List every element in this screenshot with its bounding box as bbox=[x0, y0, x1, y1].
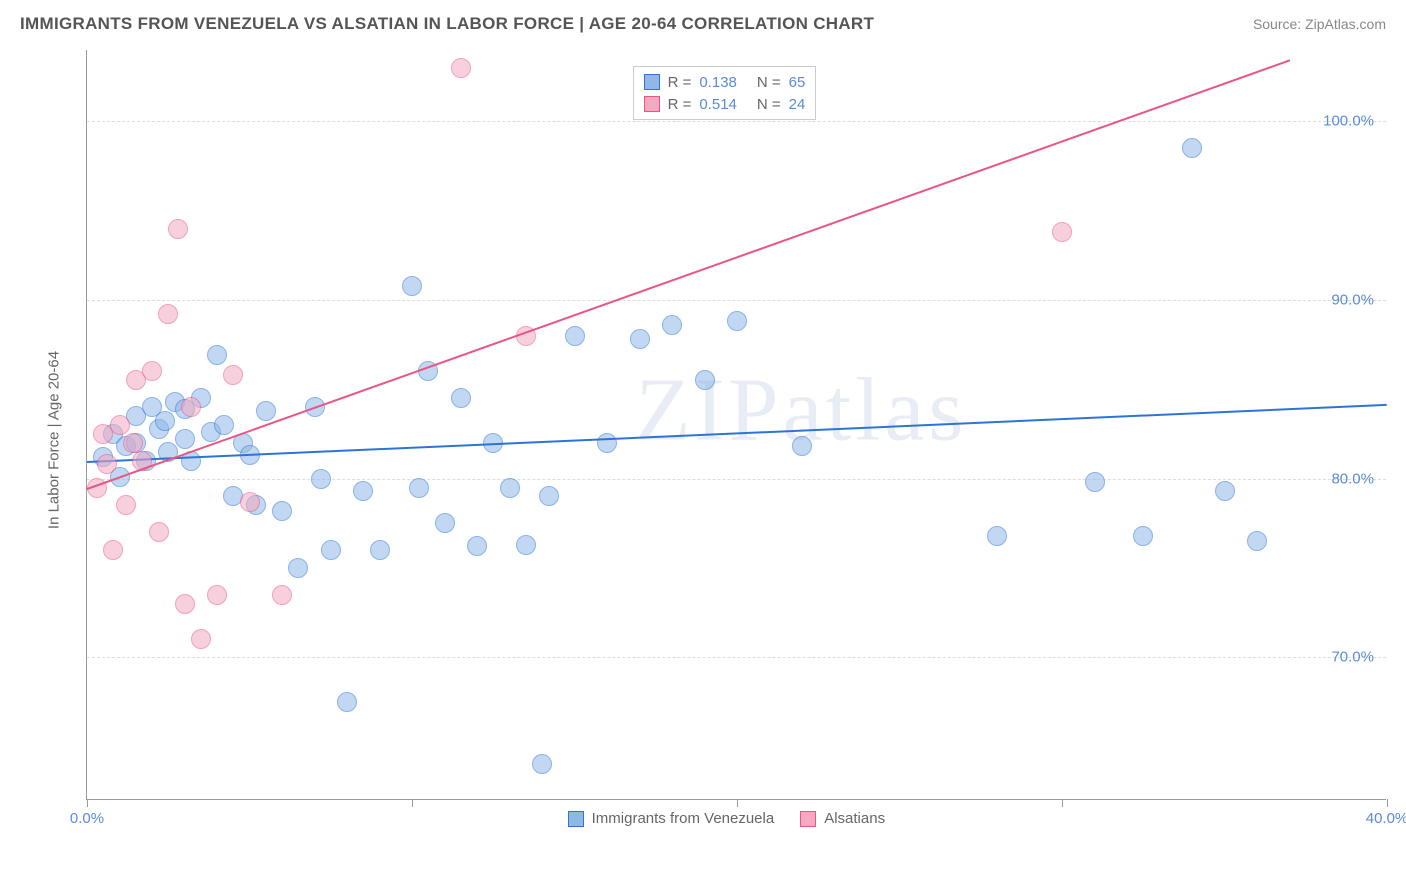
scatter-point bbox=[207, 345, 227, 365]
scatter-point bbox=[1247, 531, 1267, 551]
x-tick bbox=[737, 799, 738, 807]
legend-swatch bbox=[568, 811, 584, 827]
source-attribution: Source: ZipAtlas.com bbox=[1253, 16, 1386, 32]
legend-label: Immigrants from Venezuela bbox=[592, 810, 775, 827]
regression-line bbox=[87, 59, 1290, 489]
scatter-point bbox=[321, 540, 341, 560]
scatter-point bbox=[565, 326, 585, 346]
stat-n-value: 24 bbox=[789, 96, 806, 113]
scatter-point bbox=[155, 411, 175, 431]
chart-container: In Labor Force | Age 20-64 70.0% 80.0% 90.… bbox=[46, 50, 1386, 830]
x-tick bbox=[1387, 799, 1388, 807]
y-tick-label: 80.0% bbox=[1331, 470, 1374, 487]
regression-line bbox=[87, 404, 1387, 463]
scatter-point bbox=[337, 692, 357, 712]
scatter-point bbox=[516, 535, 536, 555]
stat-n-value: 65 bbox=[789, 74, 806, 91]
y-axis-label: In Labor Force | Age 20-64 bbox=[46, 351, 63, 529]
chart-title: IMMIGRANTS FROM VENEZUELA VS ALSATIAN IN… bbox=[20, 14, 874, 34]
scatter-point bbox=[353, 481, 373, 501]
stat-r-value: 0.514 bbox=[699, 96, 737, 113]
scatter-point bbox=[409, 478, 429, 498]
scatter-point bbox=[110, 415, 130, 435]
scatter-point bbox=[214, 415, 234, 435]
x-tick-label: 0.0% bbox=[70, 810, 104, 827]
scatter-point bbox=[223, 365, 243, 385]
scatter-point bbox=[727, 311, 747, 331]
scatter-point bbox=[792, 436, 812, 456]
scatter-point bbox=[97, 454, 117, 474]
scatter-point bbox=[370, 540, 390, 560]
stat-n-label: N = bbox=[757, 74, 781, 91]
scatter-point bbox=[256, 401, 276, 421]
stats-row: R = 0.514 N = 24 bbox=[644, 93, 806, 115]
x-tick bbox=[87, 799, 88, 807]
scatter-point bbox=[467, 536, 487, 556]
scatter-point bbox=[451, 388, 471, 408]
scatter-point bbox=[451, 58, 471, 78]
scatter-point bbox=[630, 329, 650, 349]
scatter-point bbox=[987, 526, 1007, 546]
scatter-point bbox=[402, 276, 422, 296]
legend-item: Alsatians bbox=[800, 810, 885, 827]
scatter-point bbox=[240, 492, 260, 512]
scatter-point bbox=[181, 397, 201, 417]
scatter-point bbox=[272, 501, 292, 521]
gridline bbox=[87, 300, 1386, 301]
scatter-point bbox=[311, 469, 331, 489]
stats-row: R = 0.138 N = 65 bbox=[644, 71, 806, 93]
scatter-point bbox=[288, 558, 308, 578]
x-tick bbox=[1062, 799, 1063, 807]
scatter-point bbox=[435, 513, 455, 533]
scatter-point bbox=[1182, 138, 1202, 158]
plot-area: 70.0%80.0%90.0%100.0%0.0%40.0%ZIPatlasR … bbox=[86, 50, 1386, 800]
scatter-point bbox=[158, 304, 178, 324]
scatter-point bbox=[662, 315, 682, 335]
scatter-point bbox=[207, 585, 227, 605]
stat-r-label: R = bbox=[668, 74, 692, 91]
stats-legend: R = 0.138 N = 65 R = 0.514 N = 24 bbox=[633, 66, 817, 120]
scatter-point bbox=[142, 361, 162, 381]
scatter-point bbox=[272, 585, 292, 605]
legend-swatch bbox=[800, 811, 816, 827]
gridline bbox=[87, 479, 1386, 480]
legend-swatch bbox=[644, 96, 660, 112]
scatter-point bbox=[149, 522, 169, 542]
scatter-point bbox=[123, 433, 143, 453]
gridline bbox=[87, 121, 1386, 122]
scatter-point bbox=[695, 370, 715, 390]
stat-r-label: R = bbox=[668, 96, 692, 113]
scatter-point bbox=[597, 433, 617, 453]
legend-item: Immigrants from Venezuela bbox=[568, 810, 775, 827]
scatter-point bbox=[539, 486, 559, 506]
stat-n-label: N = bbox=[757, 96, 781, 113]
x-tick-label: 40.0% bbox=[1366, 810, 1406, 827]
scatter-point bbox=[175, 429, 195, 449]
series-legend: Immigrants from Venezuela Alsatians bbox=[568, 810, 885, 827]
gridline bbox=[87, 657, 1386, 658]
y-tick-label: 90.0% bbox=[1331, 292, 1374, 309]
scatter-point bbox=[103, 540, 123, 560]
scatter-point bbox=[168, 219, 188, 239]
scatter-point bbox=[1215, 481, 1235, 501]
scatter-point bbox=[532, 754, 552, 774]
scatter-point bbox=[1133, 526, 1153, 546]
stat-r-value: 0.138 bbox=[699, 74, 737, 91]
scatter-point bbox=[1085, 472, 1105, 492]
legend-swatch bbox=[644, 74, 660, 90]
y-tick-label: 70.0% bbox=[1331, 649, 1374, 666]
scatter-point bbox=[1052, 222, 1072, 242]
y-tick-label: 100.0% bbox=[1323, 113, 1374, 130]
scatter-point bbox=[116, 495, 136, 515]
legend-label: Alsatians bbox=[824, 810, 885, 827]
scatter-point bbox=[500, 478, 520, 498]
scatter-point bbox=[175, 594, 195, 614]
x-tick bbox=[412, 799, 413, 807]
scatter-point bbox=[191, 629, 211, 649]
